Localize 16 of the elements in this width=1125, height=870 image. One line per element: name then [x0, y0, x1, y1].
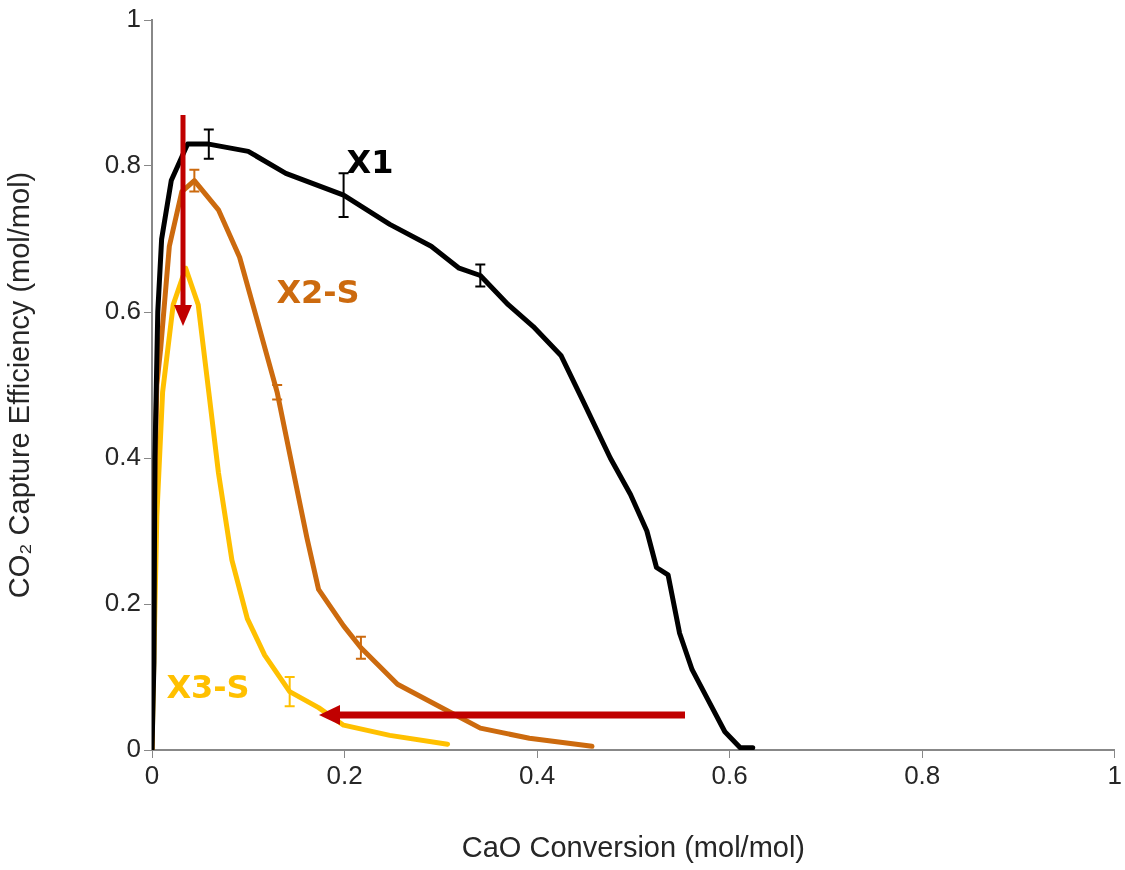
y-tick-label: 0: [126, 733, 141, 764]
y-tick-label: 0.8: [104, 149, 141, 180]
x-tick-label: 1: [1107, 759, 1122, 790]
series-label: X3-S: [166, 668, 250, 707]
x-tick-label: 0.6: [711, 759, 748, 790]
x-axis-title: CaO Conversion (mol/mol): [461, 830, 806, 863]
series-label: X2-S: [276, 273, 360, 312]
y-tick-label: 0.6: [104, 295, 141, 326]
x-tick-label: 0.8: [904, 759, 941, 790]
y-tick-label: 0.4: [104, 441, 141, 472]
x-tick-label: 0.4: [519, 759, 556, 790]
x-tick-label: 0.2: [326, 759, 363, 790]
y-tick-label: 0.2: [104, 587, 141, 618]
y-tick-label: 1: [126, 3, 141, 34]
series-label: X1: [346, 143, 394, 182]
y-axis-title: CO₂ Capture Efficiency (mol/mol): [3, 171, 36, 599]
